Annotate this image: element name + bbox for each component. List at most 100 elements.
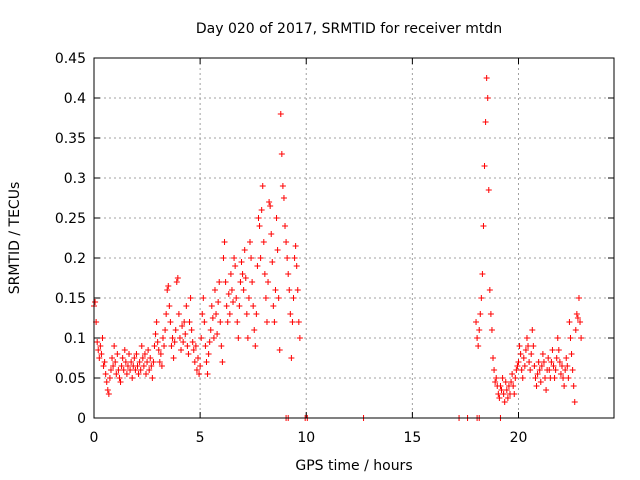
data-point bbox=[211, 287, 218, 293]
data-point bbox=[120, 367, 127, 373]
data-point bbox=[119, 355, 126, 361]
data-point bbox=[568, 351, 575, 357]
data-point bbox=[291, 255, 298, 261]
data-point bbox=[555, 347, 562, 353]
data-point bbox=[285, 271, 292, 277]
data-point bbox=[115, 367, 122, 373]
data-point bbox=[488, 327, 495, 333]
data-point bbox=[266, 199, 273, 205]
data-point bbox=[495, 391, 502, 397]
data-point bbox=[112, 359, 119, 365]
data-point bbox=[111, 343, 118, 349]
plot-frame bbox=[93, 57, 615, 419]
data-point bbox=[105, 391, 112, 397]
data-point bbox=[256, 223, 263, 229]
data-point bbox=[476, 327, 483, 333]
data-point bbox=[152, 331, 159, 337]
data-point bbox=[222, 279, 229, 285]
data-point bbox=[250, 303, 257, 309]
data-point bbox=[280, 195, 287, 201]
data-point bbox=[226, 311, 233, 317]
data-point bbox=[223, 303, 230, 309]
data-point bbox=[150, 359, 157, 365]
data-point bbox=[512, 375, 519, 381]
data-point bbox=[497, 383, 504, 389]
data-point bbox=[532, 375, 539, 381]
data-point bbox=[174, 275, 181, 281]
data-point bbox=[260, 239, 267, 245]
data-point bbox=[248, 255, 255, 261]
grid-lines bbox=[94, 58, 614, 418]
data-point bbox=[124, 363, 131, 369]
data-point bbox=[137, 367, 144, 373]
data-point bbox=[190, 347, 197, 353]
data-point bbox=[287, 311, 294, 317]
data-point bbox=[526, 359, 533, 365]
data-point bbox=[218, 343, 225, 349]
data-point bbox=[523, 335, 530, 341]
data-point bbox=[199, 311, 206, 317]
data-point bbox=[276, 347, 283, 353]
data-point bbox=[578, 335, 585, 341]
data-point bbox=[165, 283, 172, 289]
y-tick-label: 0.3 bbox=[64, 171, 86, 187]
x-tick-label: 0 bbox=[90, 430, 99, 446]
data-point bbox=[510, 383, 517, 389]
data-point bbox=[259, 183, 266, 189]
data-point bbox=[292, 243, 299, 249]
data-point bbox=[559, 363, 565, 369]
y-tick-label: 0.2 bbox=[64, 251, 86, 267]
data-point bbox=[546, 367, 553, 373]
data-point bbox=[221, 239, 228, 245]
data-point bbox=[230, 299, 237, 305]
data-point bbox=[537, 379, 544, 385]
data-point bbox=[531, 363, 538, 369]
data-point bbox=[118, 363, 125, 369]
data-point bbox=[279, 183, 286, 189]
data-point bbox=[102, 371, 109, 377]
data-point bbox=[499, 375, 506, 381]
data-point bbox=[122, 359, 129, 365]
data-point bbox=[183, 303, 190, 309]
data-point bbox=[577, 319, 584, 325]
data-point bbox=[283, 239, 290, 245]
y-tick-label: 0.1 bbox=[64, 331, 86, 347]
data-point bbox=[556, 359, 563, 365]
data-point bbox=[492, 379, 499, 385]
data-point bbox=[164, 287, 171, 293]
data-point bbox=[241, 247, 248, 253]
data-point bbox=[143, 371, 149, 377]
data-point bbox=[156, 359, 163, 365]
data-point bbox=[219, 359, 226, 365]
y-tick-label: 0.15 bbox=[55, 291, 86, 307]
data-point bbox=[185, 351, 192, 357]
x-tick-label: 20 bbox=[510, 430, 528, 446]
data-point bbox=[235, 335, 242, 341]
data-point bbox=[154, 339, 161, 345]
data-point bbox=[543, 387, 550, 393]
data-point bbox=[474, 335, 481, 341]
data-point bbox=[121, 347, 128, 353]
data-point bbox=[123, 371, 130, 377]
data-point bbox=[540, 359, 547, 365]
data-point bbox=[146, 367, 153, 373]
data-point bbox=[258, 207, 265, 213]
data-point bbox=[153, 319, 160, 325]
y-tick-label: 0.4 bbox=[64, 91, 86, 107]
data-point bbox=[265, 279, 272, 285]
data-point bbox=[529, 327, 536, 333]
data-point bbox=[519, 375, 526, 381]
data-point bbox=[155, 347, 162, 353]
data-point bbox=[245, 295, 252, 301]
data-point bbox=[290, 295, 297, 301]
data-point bbox=[253, 311, 260, 317]
data-point bbox=[272, 287, 279, 293]
data-point bbox=[572, 327, 579, 333]
data-point bbox=[149, 375, 156, 381]
data-point bbox=[184, 343, 191, 349]
y-tick-label: 0.35 bbox=[55, 131, 86, 147]
data-point bbox=[574, 315, 581, 321]
data-point bbox=[131, 355, 138, 361]
y-tick-label: 0.25 bbox=[55, 211, 86, 227]
data-point bbox=[509, 371, 516, 377]
